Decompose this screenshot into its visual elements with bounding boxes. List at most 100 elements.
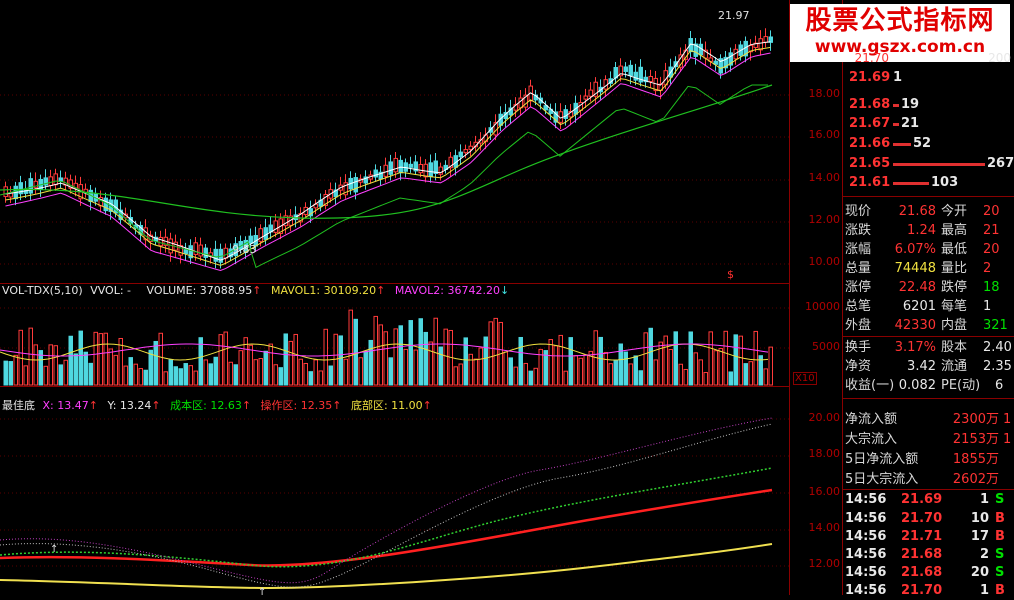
fundamental-key: 股本 (941, 340, 968, 355)
quote-value: 2 (983, 261, 992, 276)
volume-bar (358, 357, 363, 386)
volume-bar (163, 371, 168, 386)
volume-bar (33, 344, 38, 386)
indicator-name[interactable]: 最佳底 (2, 399, 35, 412)
candle-body (593, 81, 598, 97)
candle-body (463, 149, 468, 154)
flow-label: 5日净流入额 (845, 452, 919, 467)
candle-body (758, 38, 763, 51)
volume-bar (478, 347, 483, 386)
price-axis-label: 14.00 (808, 171, 841, 184)
candle-body (628, 64, 633, 76)
fundamental-key: 换手 (845, 340, 872, 355)
volume-bar (723, 330, 728, 386)
candle-body (333, 189, 338, 198)
volume-bar (543, 350, 548, 386)
stock-chart-area[interactable]: ↑↑ (0, 0, 790, 595)
volume-bar (703, 372, 708, 386)
volume-bar (298, 358, 303, 386)
order-volume-bar (893, 182, 929, 185)
volume-bar (763, 368, 768, 386)
mavol1-value: MAVOL1: 30109.20 (271, 284, 377, 297)
volume-ma1-line (0, 343, 769, 361)
order-volume: 267 (987, 156, 1014, 171)
flow-row: 净流入额 2300万 1 (843, 410, 1014, 430)
divider (843, 398, 1014, 399)
order-book-row: 21.68 19 (843, 95, 1014, 115)
volume-bar (623, 351, 628, 386)
candle-body (693, 43, 698, 57)
candle-body (28, 178, 33, 194)
volume-bar (278, 367, 283, 386)
volume-bar (363, 350, 368, 386)
volume-bar (173, 366, 178, 386)
indicator-axis-label: 14.00 (808, 521, 841, 534)
candle-body (363, 176, 368, 184)
volume-bar (528, 370, 533, 386)
candle-body (43, 177, 48, 186)
volume-bar (708, 331, 713, 386)
quote-row: 涨停 22.48 跌停 18 (843, 278, 1014, 298)
volume-bar (13, 354, 18, 386)
candle-body (123, 213, 128, 219)
operate-zone-line (0, 488, 773, 567)
fundamental-value: 2.40 (983, 340, 1012, 355)
quote-value: 321 (983, 318, 1008, 333)
ma20-line (5, 52, 771, 272)
tick-row: 14:56 21.68 2 S (843, 545, 1014, 564)
banner-title: 股票公式指标网 (805, 6, 995, 36)
panel-separator (0, 386, 790, 387)
candle-body (178, 245, 183, 256)
volume-bar (213, 356, 218, 386)
volume-bar (643, 332, 648, 386)
candle-body (748, 44, 753, 53)
volume-bar (123, 365, 128, 386)
candle-body (438, 166, 443, 175)
volume-bar (293, 333, 298, 386)
volume-bar (308, 371, 313, 386)
volume-indicator-name[interactable]: VOL-TDX(5,10) (2, 284, 83, 297)
tick-price: 21.68 (901, 565, 943, 580)
candle-body (258, 228, 263, 242)
price-axis-label: 12.00 (808, 213, 841, 226)
flow-value: 2602万 (952, 472, 999, 487)
order-price: 21.61 (849, 175, 891, 190)
volume-bar (718, 347, 723, 386)
volume-bar (608, 363, 613, 386)
tick-trades-list[interactable]: 14:56 21.69 1 S 14:56 21.70 10 B 14:56 2… (843, 490, 1014, 598)
fundamentals-table: 换手 3.17% 股本 2.40 净资 3.42 流通 2.35 收益(一) 0… (843, 338, 1014, 398)
volume-bar (563, 370, 568, 386)
ma5-line (5, 41, 771, 261)
volume-bar (458, 363, 463, 386)
signal-marker: ↑ (50, 544, 58, 555)
volume-bar (53, 345, 58, 386)
tick-volume: 2 (979, 547, 989, 562)
order-volume: 1 (893, 70, 903, 85)
volume-bar (158, 332, 163, 386)
volume-bar (493, 317, 498, 386)
volume-bar (748, 361, 753, 386)
volume-bar (228, 361, 233, 386)
event-marker[interactable]: $ (727, 268, 734, 281)
volume-bar (403, 348, 408, 386)
flow-label: 净流入额 (845, 412, 898, 427)
candle-body (523, 94, 528, 108)
price-axis-label: 16.00 (808, 128, 841, 141)
volume-bar (713, 350, 718, 386)
divider (843, 196, 1014, 197)
volume-bar (368, 339, 373, 386)
quote-key: 内盘 (941, 318, 968, 333)
candle-body (563, 109, 568, 119)
volume-axis-label: 10000 (805, 300, 840, 313)
candle-body (753, 42, 758, 49)
candle-body (193, 242, 198, 255)
flow-value: 2300万 (952, 412, 999, 427)
volume-bar (678, 363, 683, 386)
candle-body (373, 169, 378, 178)
volume-bar (378, 324, 383, 386)
quote-table: 现价 21.68 今开 20 涨跌 1.24 最高 21 涨幅 6.07% 最低… (843, 202, 1014, 342)
order-volume-bar (893, 123, 899, 126)
candle-body (398, 159, 403, 174)
fundamental-row: 收益(一) 0.082 PE(动) 6 (843, 376, 1014, 396)
order-price: 21.69 (849, 70, 891, 85)
